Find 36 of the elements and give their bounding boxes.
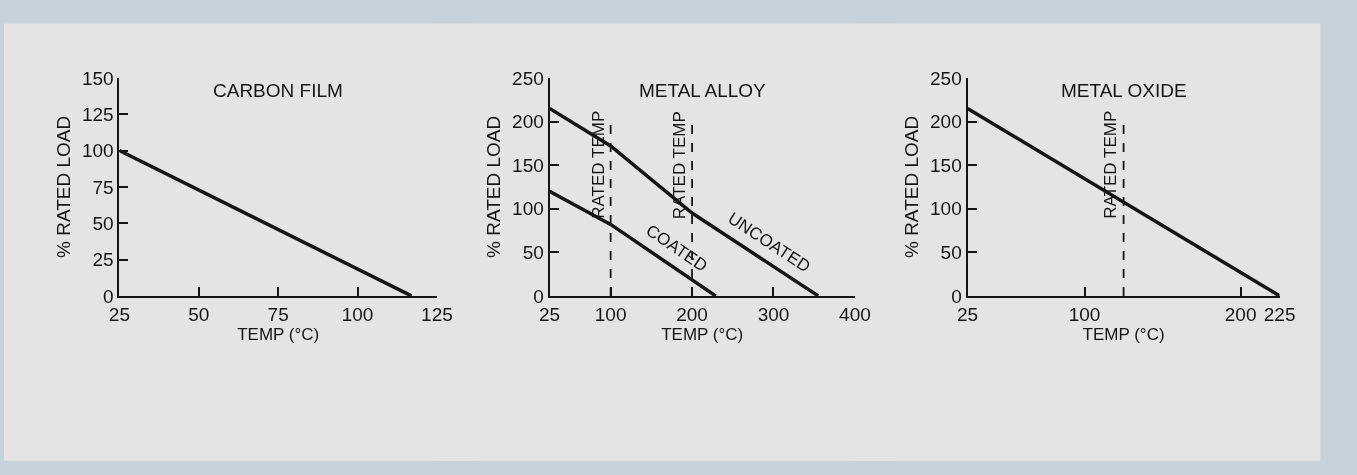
chart-title: METAL ALLOY [639,80,767,101]
x-tick-label: 200 [1224,303,1257,325]
y-axis-title: % RATED LOAD [483,115,505,259]
y-tick-label: 50 [92,212,114,234]
y-tick-label: 100 [930,198,962,220]
y-tick-label: 150 [930,154,962,176]
x-tick-label: 75 [267,303,289,325]
y-tick-label: 100 [81,140,114,162]
x-axis-title: TEMP (°C) [237,324,320,344]
chart-title: METAL OXIDE [1061,80,1187,101]
x-tick-label: 225 [1263,303,1296,325]
y-tick-label: 125 [81,103,114,125]
x-tick-label: 100 [341,303,374,325]
x-tick-label: 125 [421,303,453,325]
y-axis-title: % RATED LOAD [53,115,75,259]
y-tick-label: 150 [512,154,544,176]
x-tick-label: 100 [594,303,627,325]
y-tick-label: 250 [930,67,962,89]
y-tick-label: 200 [512,111,544,133]
x-tick-label: 50 [188,303,210,325]
y-tick-label: 25 [92,249,114,271]
chart-title: CARBON FILM [213,80,343,101]
x-tick-label: 200 [676,303,708,325]
x-tick-label: 100 [1068,303,1101,325]
y-axis-title: % RATED LOAD [901,115,923,259]
y-tick-label: 75 [92,176,114,198]
y-tick-label: 50 [940,241,962,263]
y-tick-label: 100 [512,198,544,220]
y-tick-label: 250 [512,67,544,89]
y-tick-label: 50 [522,241,544,263]
y-tick-label: 150 [81,67,114,89]
x-axis-title: TEMP (°C) [661,324,744,344]
x-axis-title: TEMP (°C) [1082,324,1165,344]
x-tick-label: 400 [839,303,871,325]
y-tick-label: 200 [930,111,962,133]
x-tick-label: 300 [757,303,790,325]
